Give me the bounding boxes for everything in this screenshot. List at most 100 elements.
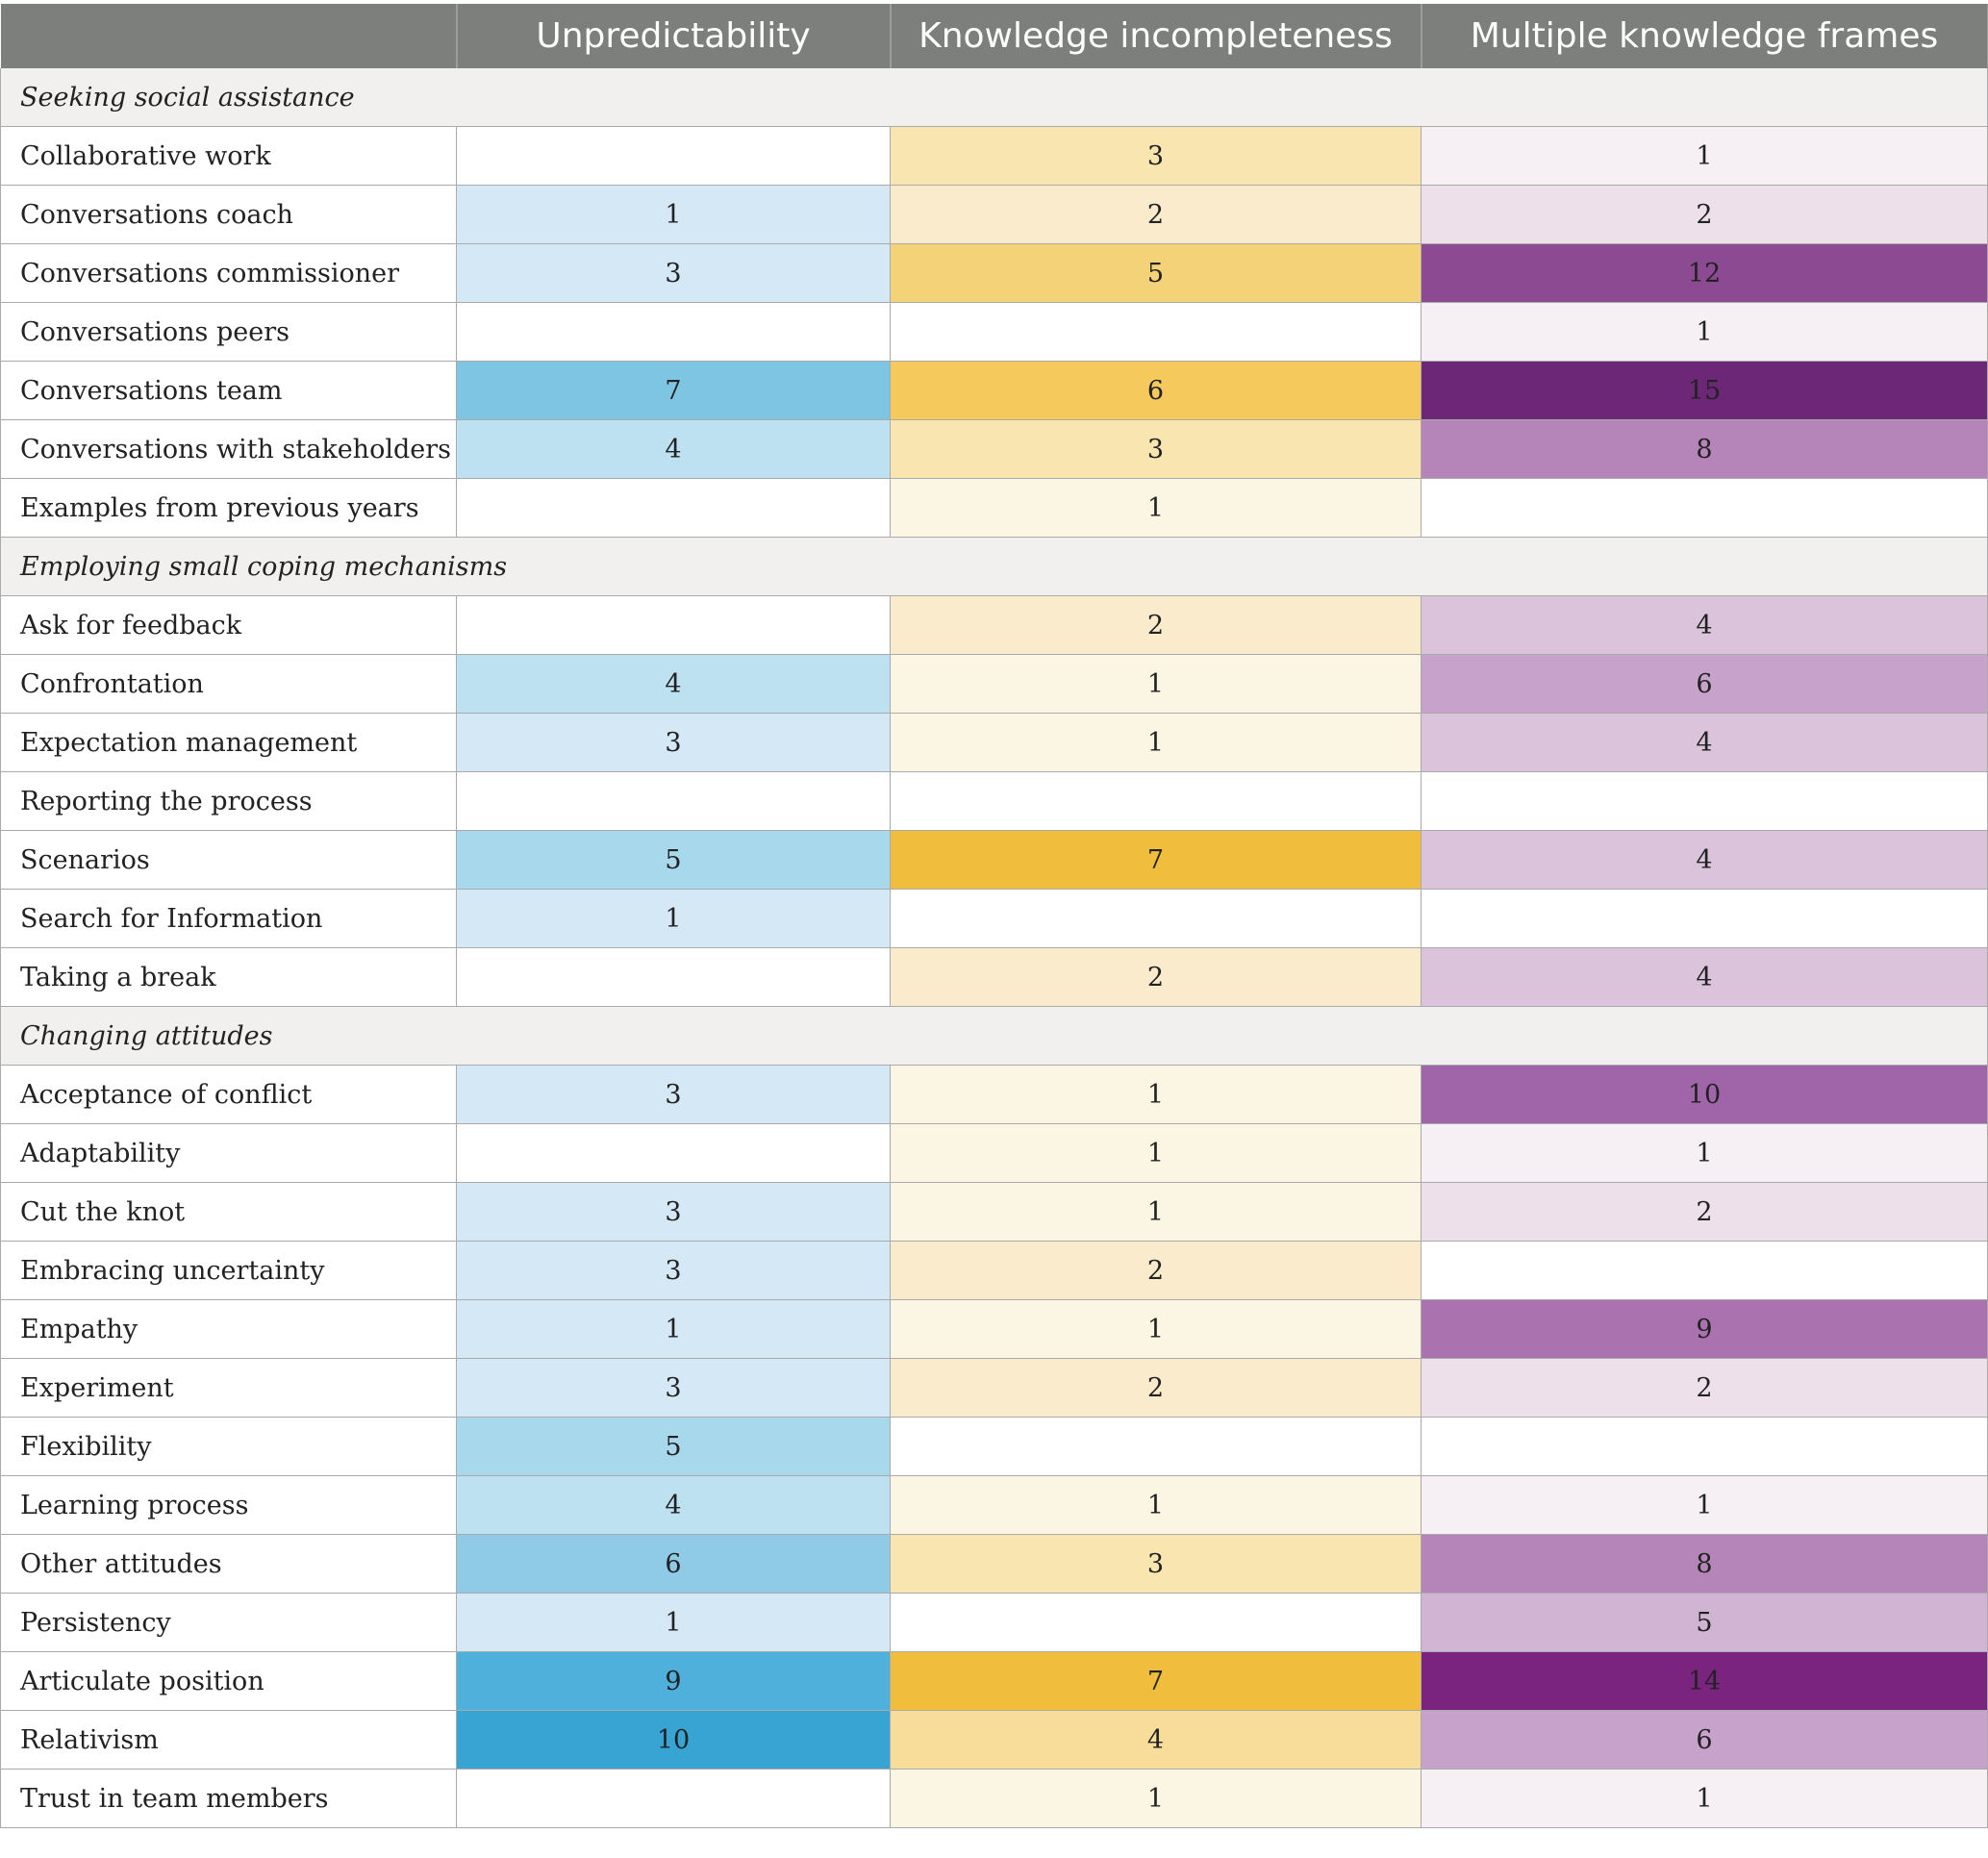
cell-knowledge-incompleteness: 1 [890, 1299, 1422, 1359]
cell-unpredictability: 10 [456, 1710, 891, 1770]
table-row: Confrontation 4 1 6 [0, 654, 1988, 714]
cell-multiple-knowledge-frames: 15 [1421, 361, 1988, 420]
table-row: Collaborative work 3 1 [0, 126, 1988, 186]
cell-unpredictability [456, 595, 891, 655]
row-label: Empathy [0, 1299, 457, 1359]
row-label: Scenarios [0, 830, 457, 890]
cell-knowledge-incompleteness: 6 [890, 361, 1422, 420]
cell-multiple-knowledge-frames: 5 [1421, 1593, 1988, 1652]
cell-knowledge-incompleteness: 7 [890, 1651, 1422, 1711]
cell-unpredictability: 3 [456, 1241, 891, 1300]
table-row: Acceptance of conflict 3 1 10 [0, 1065, 1988, 1124]
row-label: Articulate position [0, 1651, 457, 1711]
table-row: Conversations with stakeholders 4 3 8 [0, 419, 1988, 479]
category-label: Changing attitudes [0, 1006, 1988, 1066]
cell-multiple-knowledge-frames: 8 [1421, 419, 1988, 479]
cell-knowledge-incompleteness: 7 [890, 830, 1422, 890]
table-row: Cut the knot 3 1 2 [0, 1182, 1988, 1242]
row-label: Learning process [0, 1475, 457, 1535]
table-row: Reporting the process [0, 771, 1988, 831]
cell-unpredictability: 5 [456, 1417, 891, 1476]
cell-multiple-knowledge-frames: 6 [1421, 654, 1988, 714]
cell-multiple-knowledge-frames: 4 [1421, 830, 1988, 890]
cell-knowledge-incompleteness: 1 [890, 478, 1422, 538]
cell-knowledge-incompleteness: 3 [890, 419, 1422, 479]
cell-unpredictability: 4 [456, 419, 891, 479]
category-label: Seeking social assistance [0, 68, 1988, 127]
category-label: Employing small coping mechanisms [0, 537, 1988, 596]
cell-multiple-knowledge-frames: 6 [1421, 1710, 1988, 1770]
cell-knowledge-incompleteness: 3 [890, 126, 1422, 186]
row-label: Conversations commissioner [0, 243, 457, 303]
table-row: Scenarios 5 7 4 [0, 830, 1988, 890]
cell-unpredictability: 1 [456, 889, 891, 948]
table-body: Seeking social assistance Collaborative w… [0, 68, 1988, 1828]
cell-knowledge-incompleteness: 3 [890, 1534, 1422, 1594]
row-label: Flexibility [0, 1417, 457, 1476]
table-row: Learning process 4 1 1 [0, 1475, 1988, 1535]
table-row: Experiment 3 2 2 [0, 1358, 1988, 1418]
row-label: Taking a break [0, 947, 457, 1007]
cell-knowledge-incompleteness [890, 302, 1422, 362]
row-label: Experiment [0, 1358, 457, 1418]
table-row: Relativism 10 4 6 [0, 1710, 1988, 1770]
cell-knowledge-incompleteness: 1 [890, 1475, 1422, 1535]
category-row: Employing small coping mechanisms [0, 537, 1988, 596]
cell-knowledge-incompleteness: 2 [890, 947, 1422, 1007]
cell-multiple-knowledge-frames: 2 [1421, 1358, 1988, 1418]
cell-knowledge-incompleteness: 1 [890, 1182, 1422, 1242]
cell-knowledge-incompleteness: 1 [890, 1769, 1422, 1828]
cell-unpredictability [456, 126, 891, 186]
table-row: Expectation management 3 1 4 [0, 713, 1988, 772]
category-row: Seeking social assistance [0, 68, 1988, 127]
cell-multiple-knowledge-frames: 12 [1421, 243, 1988, 303]
cell-unpredictability: 4 [456, 1475, 891, 1535]
row-label: Examples from previous years [0, 478, 457, 538]
cell-multiple-knowledge-frames [1421, 1417, 1988, 1476]
cell-unpredictability [456, 771, 891, 831]
cell-unpredictability [456, 1769, 891, 1828]
cell-unpredictability: 3 [456, 713, 891, 772]
row-label: Relativism [0, 1710, 457, 1770]
cell-knowledge-incompleteness: 5 [890, 243, 1422, 303]
cell-multiple-knowledge-frames: 8 [1421, 1534, 1988, 1594]
cell-multiple-knowledge-frames [1421, 1241, 1988, 1300]
row-label: Adaptability [0, 1123, 457, 1183]
heatmap-table: Unpredictability Knowledge incompletenes… [0, 4, 1988, 1828]
cell-unpredictability: 5 [456, 830, 891, 890]
table-row: Articulate position 9 7 14 [0, 1651, 1988, 1711]
cell-unpredictability [456, 947, 891, 1007]
cell-unpredictability [456, 302, 891, 362]
cell-unpredictability [456, 1123, 891, 1183]
row-label: Cut the knot [0, 1182, 457, 1242]
cell-multiple-knowledge-frames: 4 [1421, 595, 1988, 655]
row-label: Conversations team [0, 361, 457, 420]
cell-knowledge-incompleteness: 2 [890, 185, 1422, 244]
cell-knowledge-incompleteness [890, 1417, 1422, 1476]
cell-unpredictability: 3 [456, 1358, 891, 1418]
cell-multiple-knowledge-frames: 1 [1421, 1475, 1988, 1535]
cell-knowledge-incompleteness: 1 [890, 1123, 1422, 1183]
row-label: Acceptance of conflict [0, 1065, 457, 1124]
cell-knowledge-incompleteness [890, 1593, 1422, 1652]
table-row: Adaptability 1 1 [0, 1123, 1988, 1183]
row-label: Expectation management [0, 713, 457, 772]
cell-knowledge-incompleteness: 1 [890, 1065, 1422, 1124]
cell-unpredictability: 4 [456, 654, 891, 714]
cell-multiple-knowledge-frames: 1 [1421, 302, 1988, 362]
cell-multiple-knowledge-frames: 10 [1421, 1065, 1988, 1124]
header-multiple-knowledge-frames: Multiple knowledge frames [1421, 4, 1988, 68]
cell-multiple-knowledge-frames [1421, 771, 1988, 831]
cell-multiple-knowledge-frames: 4 [1421, 947, 1988, 1007]
cell-unpredictability [456, 478, 891, 538]
row-label: Conversations with stakeholders [0, 419, 457, 479]
row-label: Ask for feedback [0, 595, 457, 655]
table-row: Conversations peers 1 [0, 302, 1988, 362]
cell-multiple-knowledge-frames: 1 [1421, 126, 1988, 186]
table-row: Flexibility 5 [0, 1417, 1988, 1476]
row-label: Conversations peers [0, 302, 457, 362]
row-label: Search for Information [0, 889, 457, 948]
table-row: Conversations commissioner 3 5 12 [0, 243, 1988, 303]
cell-unpredictability: 3 [456, 243, 891, 303]
row-label: Trust in team members [0, 1769, 457, 1828]
